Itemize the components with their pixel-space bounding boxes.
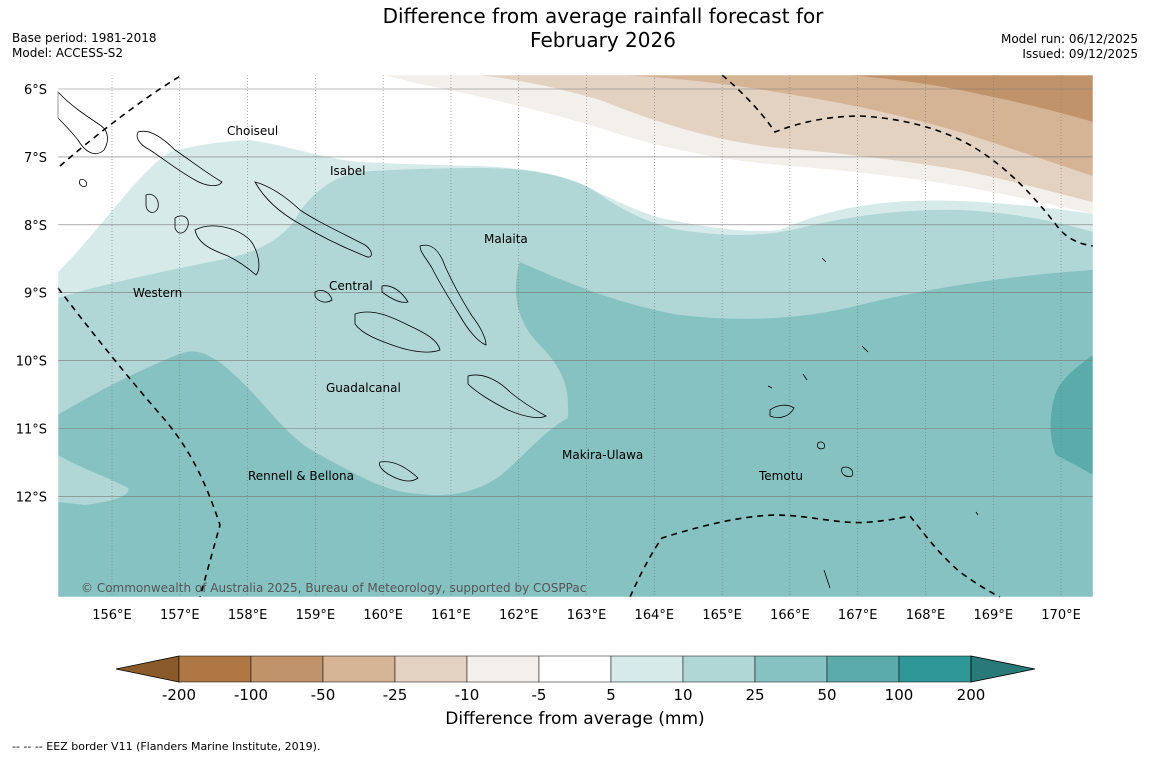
chart-title-line2: February 2026 [530, 28, 676, 52]
lon-label: 159°E [296, 608, 336, 623]
colorbar-tick-label: -50 [311, 686, 336, 704]
longitude-labels: 156°E 157°E 158°E 159°E 160°E 161°E 162°E 163°E… [92, 608, 1081, 623]
lon-label: 168°E [906, 608, 946, 623]
colorbar-tick-label: -200 [162, 686, 196, 704]
lon-label: 156°E [92, 608, 132, 623]
eez-footnote: -- -- -- EEZ border V11 (Flanders Marine… [12, 740, 321, 753]
colorbar-segment [466, 655, 540, 683]
colorbar-tick-label: 200 [957, 686, 986, 704]
label-makira-ulawa: Makira-Ulawa [562, 448, 643, 462]
isabel-island [254, 181, 372, 258]
lon-label: 163°E [567, 608, 607, 623]
nggela-islands [314, 285, 409, 303]
colorbar-segment [394, 655, 468, 683]
colorbar-tick-label: -5 [532, 686, 547, 704]
colorbar-segment [826, 655, 900, 683]
lat-label: 12°S [16, 490, 47, 505]
band-10-25-southwest [58, 455, 129, 505]
band-minus-100-50 [795, 75, 1093, 122]
colorbar-title: Difference from average (mm) [445, 709, 705, 729]
label-rennell-bellona: Rennell & Bellona [248, 469, 354, 483]
label-western: Western [133, 286, 182, 300]
small-islands [767, 257, 979, 589]
colorbar [115, 655, 1036, 683]
label-guadalcanal: Guadalcanal [326, 381, 401, 395]
colorbar-extend-high [970, 655, 1036, 683]
colorbar-tick-label: 50 [817, 686, 836, 704]
colorbar-segment [538, 655, 612, 683]
vella-lavella-island [145, 193, 159, 213]
new-georgia-island [174, 215, 260, 276]
lat-label: 11°S [16, 423, 47, 438]
map-frame [57, 74, 1094, 598]
colorbar-segment [178, 655, 252, 683]
guadalcanal-island [354, 311, 441, 353]
colorbar-segment [682, 655, 756, 683]
colorbar-segment [610, 655, 684, 683]
band-minus-50-25 [560, 75, 1093, 176]
issued-label: Issued: 09/12/2025 [1022, 47, 1138, 61]
lon-label: 170°E [1041, 608, 1081, 623]
model-label: Model: ACCESS-S2 [12, 46, 124, 60]
makira-island [467, 374, 547, 418]
lon-label: 165°E [702, 608, 742, 623]
rennell-island [379, 461, 419, 482]
lon-label: 169°E [974, 608, 1014, 623]
colorbar-tick-label: 100 [885, 686, 914, 704]
lat-label: 10°S [16, 355, 47, 370]
lon-label: 164°E [635, 608, 675, 623]
lon-label: 162°E [499, 608, 539, 623]
map-field [58, 75, 1093, 597]
colorbar-tick-label: -10 [455, 686, 480, 704]
base-period-label: Base period: 1981-2018 [12, 31, 157, 45]
label-central: Central [329, 279, 373, 293]
lat-label: 9°S [24, 287, 47, 302]
latitude-labels: 6°S 7°S 8°S 9°S 10°S 11°S 12°S [16, 83, 47, 505]
province-labels: Choiseul Isabel Malaita Western Central … [133, 124, 803, 483]
label-malaita: Malaita [484, 232, 528, 246]
colorbar-tick-label: 5 [606, 686, 616, 704]
contour-lines [58, 261, 569, 419]
lon-label: 157°E [160, 608, 200, 623]
graticule [58, 75, 1093, 597]
chart-title-line1: Difference from average rainfall forecas… [382, 4, 824, 28]
label-choiseul: Choiseul [227, 124, 278, 138]
colorbar-extend-low [115, 655, 180, 683]
copyright-text: © Commonwealth of Australia 2025, Bureau… [81, 581, 586, 595]
colorbar-segment [898, 655, 972, 683]
label-temotu: Temotu [758, 469, 803, 483]
model-run-label: Model run: 06/12/2025 [1000, 32, 1138, 46]
colorbar-segment [322, 655, 396, 683]
bougainville-island [57, 90, 108, 154]
eez-borders [57, 74, 1094, 598]
lon-label: 167°E [838, 608, 878, 623]
choiseul-island [136, 130, 223, 186]
islands [57, 90, 979, 589]
lat-label: 8°S [24, 219, 47, 234]
lon-label: 158°E [228, 608, 268, 623]
lon-label: 160°E [363, 608, 403, 623]
malaita-island [419, 244, 487, 346]
colorbar-tick-label: -25 [383, 686, 408, 704]
santa-cruz-islands [769, 404, 854, 477]
lon-label: 166°E [770, 608, 810, 623]
colorbar-tick-label: 25 [745, 686, 764, 704]
colorbar-segment [754, 655, 828, 683]
colorbar-tick-label: 10 [673, 686, 692, 704]
shortland-islands [79, 179, 87, 187]
label-isabel: Isabel [330, 164, 365, 178]
colorbar-tick-label: -100 [234, 686, 268, 704]
lat-label: 7°S [24, 151, 47, 166]
colorbar-ticks: -200 -100 -50 -25 -10 -5 5 10 25 50 100 200 [162, 686, 985, 704]
lon-label: 161°E [431, 608, 471, 623]
lat-label: 6°S [24, 83, 47, 98]
colorbar-segment [250, 655, 324, 683]
